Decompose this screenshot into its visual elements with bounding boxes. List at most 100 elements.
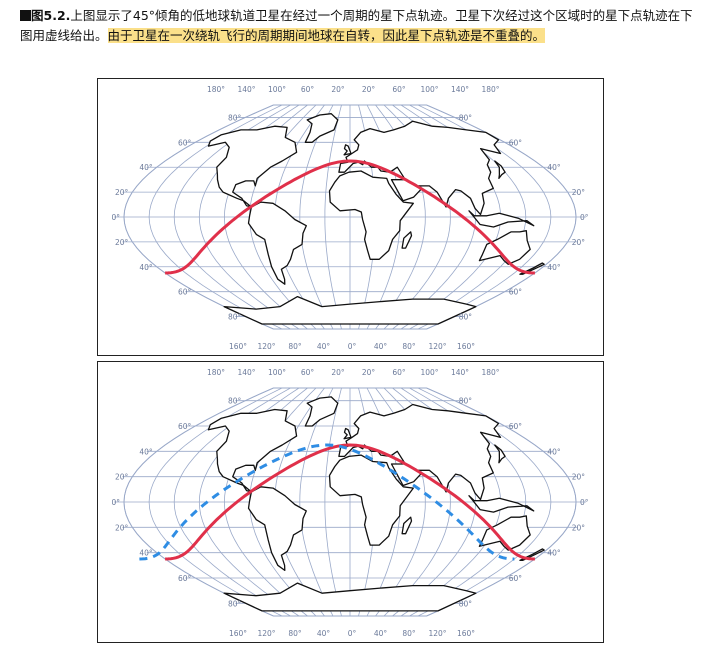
left-latitude-label: 80° bbox=[228, 113, 242, 122]
right-latitude-label: 0° bbox=[580, 498, 589, 507]
left-latitude-label: 20° bbox=[115, 238, 129, 247]
right-latitude-label: 80° bbox=[459, 599, 473, 608]
top-longitude-label: 60° bbox=[392, 85, 406, 94]
map-svg-bottom: 180° 140° 100° 60° 20° 20° 60° 100° 140° 180° 160°… bbox=[111, 368, 588, 638]
right-latitude-label: 20° bbox=[572, 473, 586, 482]
top-longitude-label: 100° bbox=[268, 85, 286, 94]
figure-label: 图5.2. bbox=[31, 8, 71, 23]
greenland-landmass bbox=[304, 396, 339, 427]
right-latitude-label: 40° bbox=[547, 163, 561, 172]
bottom-longitude-label: 120° bbox=[257, 629, 275, 638]
left-latitude-label: 40° bbox=[139, 447, 153, 456]
left-latitude-label: 40° bbox=[139, 549, 153, 558]
bottom-longitude-label: 0° bbox=[348, 629, 357, 638]
uk-landmass bbox=[343, 427, 352, 440]
map-outline bbox=[123, 104, 577, 330]
left-latitude-label: 80° bbox=[228, 599, 242, 608]
top-longitude-label: 100° bbox=[420, 368, 438, 377]
left-latitude-label: 0° bbox=[111, 213, 120, 222]
ground-track-next-pass bbox=[139, 443, 515, 561]
top-longitude-label: 60° bbox=[301, 368, 315, 377]
bottom-longitude-label: 160° bbox=[229, 629, 247, 638]
continents bbox=[207, 113, 545, 325]
africa-landmass bbox=[328, 454, 414, 546]
uk-landmass bbox=[343, 144, 352, 156]
right-latitude-label: 40° bbox=[547, 447, 561, 456]
bottom-longitude-label: 80° bbox=[288, 342, 302, 351]
right-latitude-label: 60° bbox=[509, 574, 523, 583]
top-longitude-label: 100° bbox=[268, 368, 286, 377]
left-latitude-label: 60° bbox=[178, 288, 192, 297]
top-longitude-label: 180° bbox=[207, 368, 225, 377]
left-latitude-label: 40° bbox=[139, 263, 153, 272]
bottom-longitude-label: 40° bbox=[374, 629, 388, 638]
right-latitude-label: 20° bbox=[572, 523, 586, 532]
caption-highlight: 由于卫星在一次绕轨飞行的周期期间地球在自转，因此星下点轨迹是不重叠的。 bbox=[107, 28, 546, 43]
top-longitude-label: 20° bbox=[331, 85, 345, 94]
madagascar-landmass bbox=[401, 231, 413, 249]
right-latitude-label: 20° bbox=[572, 188, 586, 197]
left-latitude-label: 60° bbox=[178, 138, 192, 147]
bottom-longitude-label: 80° bbox=[402, 629, 416, 638]
right-latitude-label: 0° bbox=[580, 213, 589, 222]
ground-track-first-pass bbox=[165, 159, 535, 275]
bottom-longitude-label: 0° bbox=[348, 342, 357, 351]
south-america-landmass bbox=[247, 486, 307, 572]
caption-text: 上图显示了45°倾角的低地球轨道卫星在经过一个周期的星下点轨迹。卫星下次经过这个… bbox=[20, 8, 693, 43]
top-longitude-label: 180° bbox=[207, 85, 225, 94]
left-latitude-label: 60° bbox=[178, 422, 192, 431]
bottom-longitude-label: 40° bbox=[317, 629, 331, 638]
right-latitude-label: 80° bbox=[459, 313, 473, 322]
continents bbox=[207, 396, 545, 612]
madagascar-landmass bbox=[401, 516, 413, 535]
bottom-longitude-label: 40° bbox=[374, 342, 388, 351]
north-america-landmass bbox=[207, 125, 298, 208]
bottom-longitude-label: 160° bbox=[457, 629, 475, 638]
caption-marker-icon bbox=[20, 10, 31, 21]
left-latitude-label: 20° bbox=[115, 523, 129, 532]
bottom-longitude-label: 120° bbox=[428, 342, 446, 351]
top-longitude-label: 20° bbox=[331, 368, 345, 377]
europe-asia-landmass bbox=[338, 120, 502, 216]
right-latitude-label: 60° bbox=[509, 138, 523, 147]
top-longitude-label: 140° bbox=[451, 368, 469, 377]
bottom-longitude-label: 120° bbox=[428, 629, 446, 638]
map-svg-top: 180° 140° 100° 60° 20° 20° 60° 100° 140° 180° 160°… bbox=[111, 85, 589, 351]
ground-track-map-bottom: 180° 140° 100° 60° 20° 20° 60° 100° 140° 180° 160°… bbox=[97, 361, 604, 643]
right-latitude-label: 40° bbox=[547, 263, 561, 272]
greenland-landmass bbox=[304, 113, 339, 143]
bottom-longitude-label: 40° bbox=[317, 342, 331, 351]
australia-landmass bbox=[478, 515, 531, 551]
top-longitude-label: 100° bbox=[420, 85, 438, 94]
australia-landmass bbox=[478, 230, 531, 265]
top-longitude-label: 20° bbox=[362, 85, 376, 94]
ground-track-map-top: 180° 140° 100° 60° 20° 20° 60° 100° 140° 180° 160°… bbox=[97, 78, 604, 356]
indonesia-landmass bbox=[468, 495, 535, 513]
antarctica-landmass bbox=[223, 582, 477, 612]
africa-landmass bbox=[328, 170, 414, 260]
left-latitude-label: 40° bbox=[139, 163, 153, 172]
top-longitude-label: 20° bbox=[362, 368, 376, 377]
bottom-longitude-label: 160° bbox=[457, 342, 475, 351]
europe-asia-landmass bbox=[338, 403, 502, 501]
japan-landmass bbox=[494, 160, 506, 180]
left-latitude-label: 80° bbox=[228, 313, 242, 322]
map-outline bbox=[123, 387, 577, 617]
figure-caption: 图5.2.上图显示了45°倾角的低地球轨道卫星在经过一个周期的星下点轨迹。卫星下… bbox=[20, 6, 700, 46]
top-longitude-label: 140° bbox=[237, 85, 255, 94]
right-latitude-label: 20° bbox=[572, 238, 586, 247]
top-longitude-label: 60° bbox=[392, 368, 406, 377]
bottom-longitude-label: 80° bbox=[288, 629, 302, 638]
bottom-longitude-label: 80° bbox=[402, 342, 416, 351]
right-latitude-label: 80° bbox=[459, 113, 473, 122]
indonesia-landmass bbox=[468, 210, 535, 228]
bottom-longitude-label: 160° bbox=[229, 342, 247, 351]
left-latitude-label: 20° bbox=[115, 188, 129, 197]
right-latitude-label: 60° bbox=[509, 422, 523, 431]
left-latitude-label: 80° bbox=[228, 397, 242, 406]
south-america-landmass bbox=[247, 201, 307, 285]
left-latitude-label: 0° bbox=[111, 498, 120, 507]
top-longitude-label: 180° bbox=[481, 85, 499, 94]
right-latitude-label: 60° bbox=[509, 288, 523, 297]
axis-labels: 180° 140° 100° 60° 20° 20° 60° 100° 140° 180° 160°… bbox=[111, 368, 588, 638]
